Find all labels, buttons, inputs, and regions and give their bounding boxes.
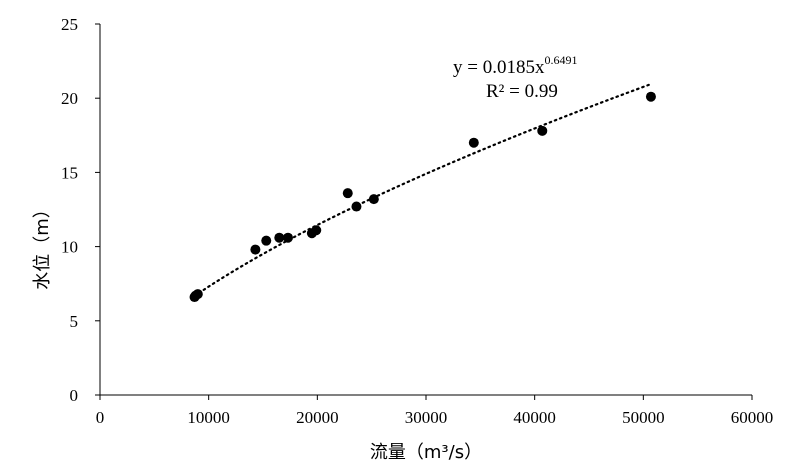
data-point (282, 232, 293, 243)
y-tick-label: 0 (70, 386, 79, 405)
y-tick-label: 5 (70, 312, 79, 331)
data-points (189, 91, 656, 303)
data-point (261, 235, 272, 246)
y-axis-title: 水位（m） (32, 200, 53, 290)
data-point (192, 289, 203, 300)
x-tick-label: 60000 (731, 408, 774, 427)
y-tick-label: 10 (61, 238, 78, 257)
y-tick-label: 15 (61, 163, 78, 182)
axes (99, 24, 752, 396)
trendline-equation: y = 0.0185x0.6491 (453, 53, 577, 78)
data-point (274, 232, 285, 243)
data-point (368, 194, 379, 205)
equation-prefix: y = 0.0185x (453, 57, 545, 78)
data-point (351, 201, 362, 212)
x-tick-label: 10000 (187, 408, 230, 427)
trendline (193, 83, 650, 298)
data-point (468, 137, 479, 148)
data-point (645, 91, 656, 102)
x-tick-label: 20000 (296, 408, 339, 427)
data-point (250, 244, 261, 255)
y-tick-label: 25 (61, 15, 78, 34)
ticks: 0 10000 20000 30000 40000 50000 60000 0 5 10 15 20 2… (61, 15, 773, 427)
equation-exponent: 0.6491 (544, 53, 577, 67)
data-point (342, 188, 353, 199)
x-tick-label: 30000 (405, 408, 448, 427)
x-tick-label: 0 (96, 408, 105, 427)
trendline-annotation: y = 0.0185x0.6491 R² = 0.99 (453, 53, 577, 102)
data-point (311, 225, 322, 236)
r-squared-label: R² = 0.99 (486, 81, 558, 102)
data-point (537, 125, 548, 136)
x-axis-title: 流量（m³/s） (370, 442, 482, 463)
x-tick-label: 40000 (513, 408, 556, 427)
trendline-layer (193, 83, 650, 298)
y-tick-label: 20 (61, 89, 78, 108)
x-tick-label: 50000 (622, 408, 665, 427)
